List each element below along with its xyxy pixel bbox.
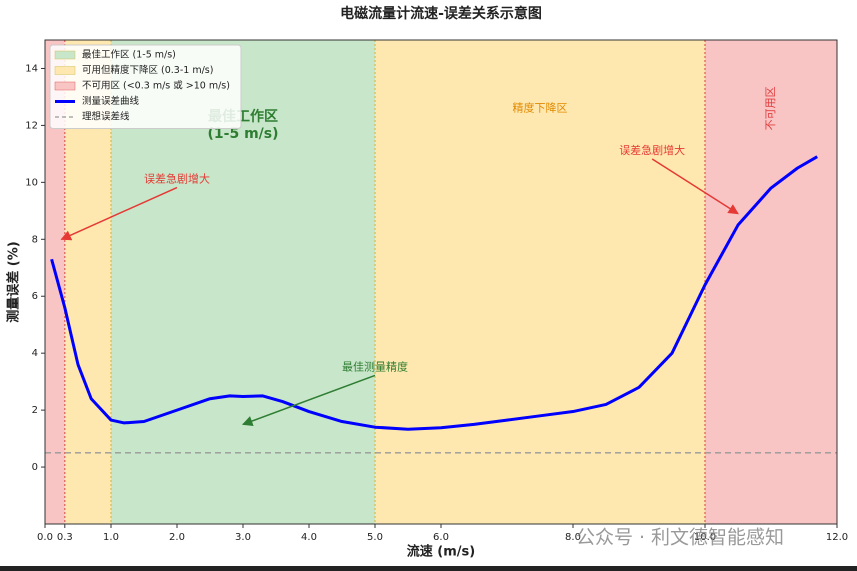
y-tick-label: 0 [32,462,38,473]
annotation: 最佳测量精度 [342,359,408,373]
x-tick-label: 4.0 [301,532,317,543]
data-line [50,155,818,431]
legend-swatch [54,81,76,91]
y-tick-label: 10 [25,177,38,188]
region-label: 不可用区 [764,86,777,130]
region [375,40,705,524]
legend-swatch [54,66,76,75]
x-tick-label: 1.0 [103,532,119,543]
x-tick-label: 5.0 [367,532,383,543]
x-tick-label: 6.0 [433,532,449,543]
y-tick-label: 8 [32,234,38,245]
region-label: 精度下降区 [513,100,568,114]
region [45,40,65,524]
y-tick-label: 4 [32,348,38,359]
x-tick-label: 2.0 [169,532,185,543]
annotation-arrow [242,374,376,426]
x-tick-label: 12.0 [826,532,848,543]
legend-box [49,44,242,129]
annotation-arrow [60,186,178,241]
annotation-arrow [651,158,739,215]
y-tick-label: 14 [25,63,38,74]
legend-label: 可用但精度下降区 (0.3-1 m/s) [82,64,213,76]
x-tick-label: 0.0 [37,532,53,543]
legend-label: 不可用区 (<0.3 m/s 或 >10 m/s) [82,80,230,92]
x-tick-label: 10.0 [694,532,716,543]
legend-swatch [54,50,76,60]
bottom-bar [0,566,857,571]
x-tick-label: 0.3 [57,532,73,543]
x-tick-label: 8.0 [565,532,581,543]
x-axis-label: 流速 (m/s) [407,544,475,560]
legend-label: 理想误差线 [82,111,130,123]
y-tick-label: 6 [32,291,38,302]
x-tick-label: 3.0 [235,532,251,543]
legend-label: 最佳工作区 (1-5 m/s) [82,49,176,61]
y-axis-label: 测量误差 (%) [6,241,22,322]
region-label: (1-5 m/s) [208,126,279,142]
legend-label: 测量误差曲线 [82,95,140,107]
region [705,40,837,524]
chart-title: 电磁流量计流速-误差关系示意图 [340,5,542,22]
plot-frame [44,39,838,525]
watermark: 公众号 · 利文德智能感知 [576,527,784,549]
plot-area: 0 2 4 6 8 10 12 14 0.0 0.3 1.0 2.0 3.0 4.0 5.0 6.0 8.0 10… [25,39,848,543]
y-tick-label: 2 [32,405,38,416]
y-tick-label: 12 [25,120,38,131]
annotation: 误差急剧增大 [144,172,210,186]
annotation: 误差急剧增大 [619,143,685,157]
